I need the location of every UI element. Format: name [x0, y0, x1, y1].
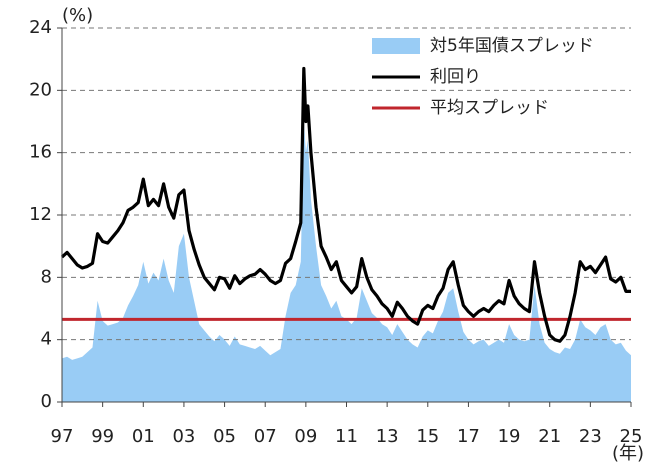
legend-swatch	[372, 38, 420, 54]
x-tick-label: 09	[294, 426, 317, 447]
spread-area	[62, 119, 631, 403]
x-tick-label: 15	[416, 426, 439, 447]
y-tick-label: 20	[29, 79, 52, 100]
x-tick-label: 01	[132, 426, 155, 447]
y-tick-label: 16	[29, 142, 52, 163]
x-tick-label: 23	[579, 426, 602, 447]
x-tick-label: 25	[620, 426, 643, 447]
legend-label: 平均スプレッド	[430, 98, 549, 118]
x-tick-label: 11	[335, 426, 358, 447]
x-tick-label: 19	[498, 426, 521, 447]
y-unit: (%)	[62, 5, 93, 26]
x-tick-label: 21	[538, 426, 561, 447]
x-tick-label: 99	[91, 426, 114, 447]
x-tick-label: 17	[457, 426, 480, 447]
x-tick-label: 97	[51, 426, 74, 447]
x-tick-label: 13	[376, 426, 399, 447]
legend-label: 対5年国債スプレッド	[430, 36, 594, 56]
yield-line	[60, 66, 631, 343]
y-tick-label: 4	[41, 329, 52, 350]
y-tick-label: 0	[41, 391, 52, 412]
x-tick-label: 05	[213, 426, 236, 447]
y-tick-label: 24	[29, 17, 52, 38]
x-tick-label: 07	[254, 426, 277, 447]
legend-label: 利回り	[430, 67, 481, 87]
x-tick-label: 03	[172, 426, 195, 447]
x-unit: (年)	[612, 443, 644, 464]
y-tick-label: 12	[29, 204, 52, 225]
y-tick-label: 8	[41, 266, 52, 287]
